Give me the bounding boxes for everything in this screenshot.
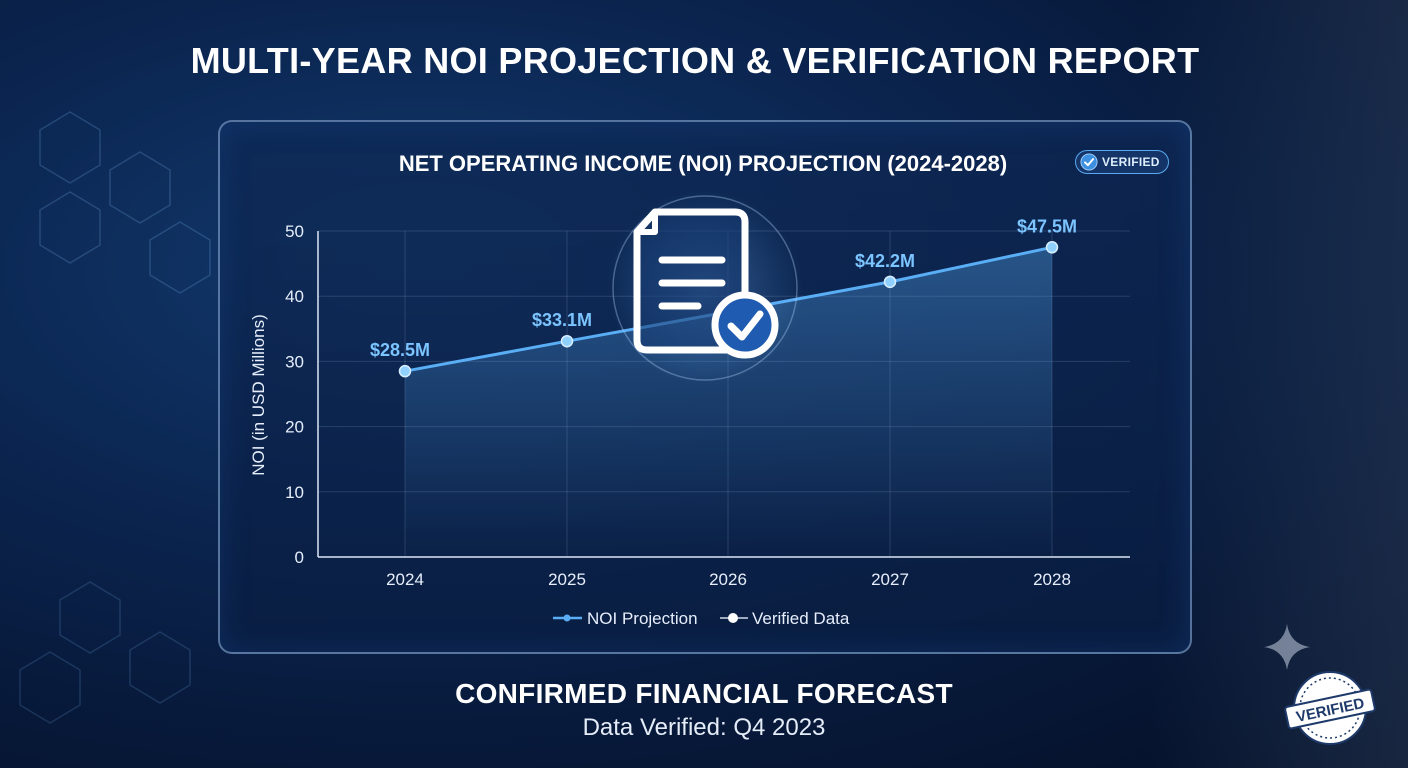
sparkle-icon xyxy=(1264,624,1310,670)
data-label: $28.5M xyxy=(370,340,430,360)
x-tick-label: 2024 xyxy=(386,570,424,589)
legend-point-marker xyxy=(563,614,571,622)
data-point xyxy=(398,364,412,378)
series-area xyxy=(405,247,1052,558)
data-point xyxy=(883,275,897,289)
y-tick-label: 20 xyxy=(285,418,304,437)
verified-document-icon xyxy=(607,190,803,386)
data-label: $47.5M xyxy=(1017,216,1077,236)
data-point xyxy=(560,334,574,348)
y-tick-label: 50 xyxy=(285,222,304,241)
verified-badge-label: VERIFIED xyxy=(1102,155,1160,169)
y-tick-label: 30 xyxy=(285,352,304,371)
page-title: MULTI-YEAR NOI PROJECTION & VERIFICATION… xyxy=(190,40,1200,81)
legend-label-noi-projection: NOI Projection xyxy=(587,609,698,628)
data-label: $42.2M xyxy=(855,251,915,271)
data-point xyxy=(1045,241,1059,254)
chart-legend: NOI Projection Verified Data xyxy=(553,609,850,628)
verified-stamp: VERIFIED xyxy=(1282,668,1378,748)
data-label: $33.1M xyxy=(532,310,592,330)
footer-subtitle: Data Verified: Q4 2023 xyxy=(582,714,826,741)
chart-title: NET OPERATING INCOME (NOI) PROJECTION (2… xyxy=(398,151,1008,176)
y-tick-label: 10 xyxy=(285,483,304,502)
footer-title: CONFIRMED FINANCIAL FORECAST xyxy=(455,678,953,709)
y-tick-label: 0 xyxy=(295,548,304,567)
y-tick-label: 40 xyxy=(285,287,304,306)
verified-badge: VERIFIED xyxy=(1075,150,1169,174)
legend-label-verified-data: Verified Data xyxy=(752,609,850,628)
y-axis-label: NOI (in USD Millions) xyxy=(249,314,268,476)
x-tick-label: 2025 xyxy=(548,570,586,589)
x-tick-label: 2027 xyxy=(871,570,909,589)
x-tick-label: 2028 xyxy=(1033,570,1071,589)
check-badge-icon xyxy=(1080,153,1098,171)
verified-stamp-icon: VERIFIED xyxy=(1284,671,1376,745)
x-tick-label: 2026 xyxy=(709,570,747,589)
legend-point-marker-verified xyxy=(728,613,738,623)
